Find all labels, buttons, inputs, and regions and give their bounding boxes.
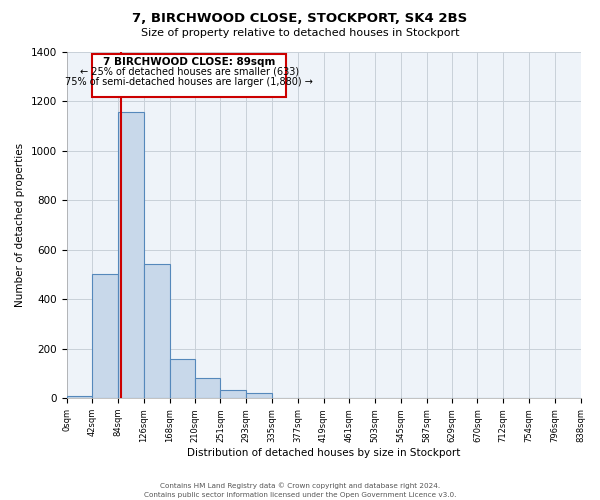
- X-axis label: Distribution of detached houses by size in Stockport: Distribution of detached houses by size …: [187, 448, 460, 458]
- Bar: [92, 274, 118, 398]
- Text: Contains public sector information licensed under the Open Government Licence v3: Contains public sector information licen…: [144, 492, 456, 498]
- Text: ← 25% of detached houses are smaller (633): ← 25% of detached houses are smaller (63…: [80, 67, 299, 77]
- Y-axis label: Number of detached properties: Number of detached properties: [15, 143, 25, 307]
- Bar: [196, 378, 220, 398]
- Text: Size of property relative to detached houses in Stockport: Size of property relative to detached ho…: [141, 28, 459, 38]
- Bar: [144, 264, 170, 398]
- Text: 7, BIRCHWOOD CLOSE, STOCKPORT, SK4 2BS: 7, BIRCHWOOD CLOSE, STOCKPORT, SK4 2BS: [133, 12, 467, 26]
- Text: Contains HM Land Registry data © Crown copyright and database right 2024.: Contains HM Land Registry data © Crown c…: [160, 482, 440, 489]
- Bar: [246, 394, 272, 398]
- Bar: [220, 390, 246, 398]
- Bar: [170, 358, 196, 398]
- Text: 75% of semi-detached houses are larger (1,880) →: 75% of semi-detached houses are larger (…: [65, 76, 313, 86]
- FancyBboxPatch shape: [92, 54, 286, 98]
- Bar: [118, 112, 144, 398]
- Bar: [67, 396, 92, 398]
- Text: 7 BIRCHWOOD CLOSE: 89sqm: 7 BIRCHWOOD CLOSE: 89sqm: [103, 57, 275, 67]
